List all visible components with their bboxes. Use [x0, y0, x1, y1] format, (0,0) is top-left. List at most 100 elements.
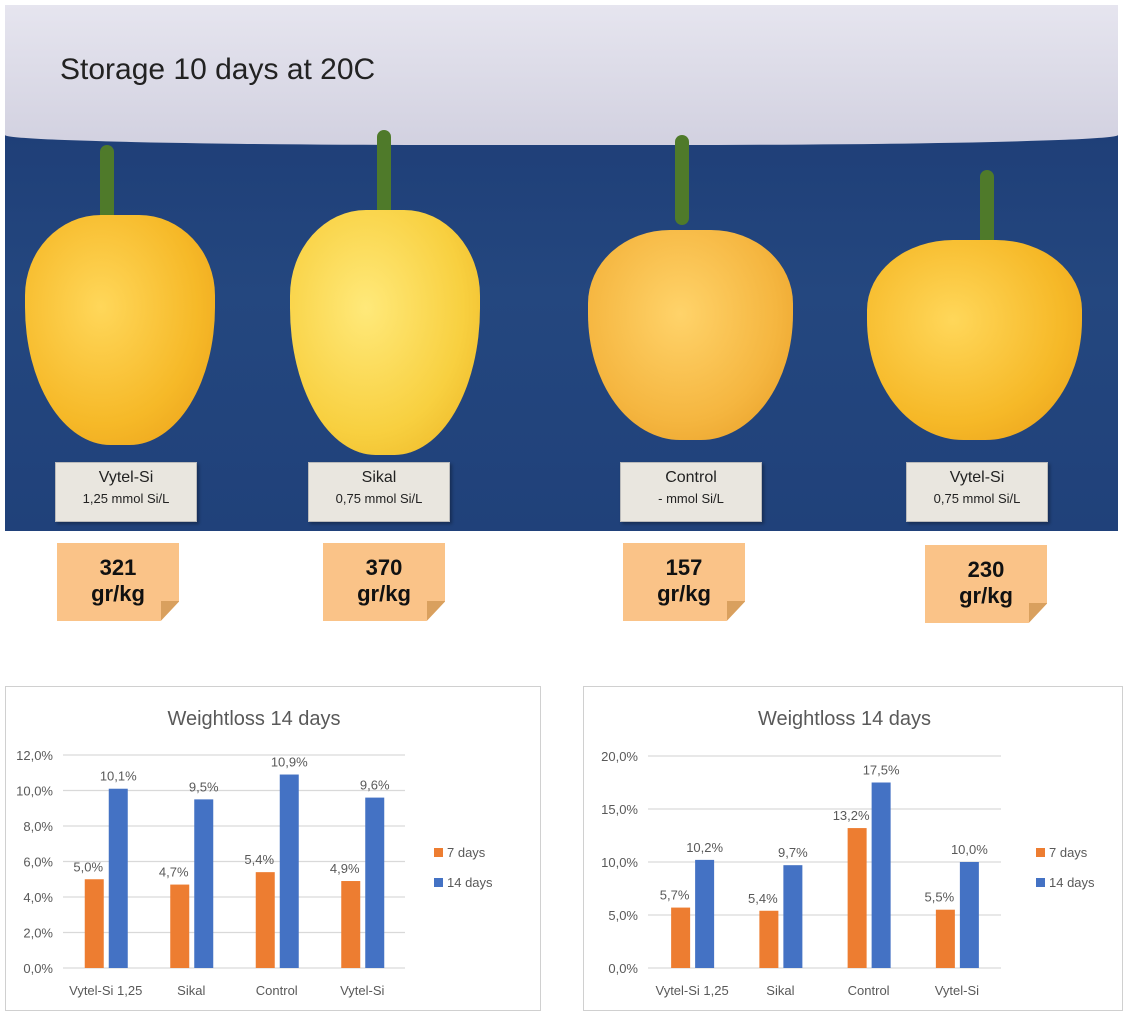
x-tick-label: Sikal: [766, 983, 794, 998]
data-label: 9,5%: [189, 779, 219, 794]
note-unit: gr/kg: [657, 581, 711, 606]
note-unit: gr/kg: [91, 581, 145, 606]
chart-2-svg: Weightloss 14 days 0,0% 5,0% 10,0% 15,0% 20,0…: [601, 708, 1095, 998]
y-tick-label: 2,0%: [23, 926, 53, 941]
bar-14-days: [108, 788, 128, 968]
chart-title: Weightloss 14 days: [758, 708, 931, 730]
paper-backdrop: [5, 5, 1118, 145]
chart-title: Weightloss 14 days: [167, 708, 340, 730]
sample-dose: - mmol Si/L: [658, 491, 724, 506]
photo-title: Storage 10 days at 20C: [60, 53, 376, 86]
value-note: 157 gr/kg: [623, 543, 745, 621]
data-label: 5,4%: [244, 852, 274, 867]
y-tick-label: 10,0%: [16, 784, 53, 799]
pepper-stem: [675, 135, 689, 225]
y-tick-label: 12,0%: [16, 748, 53, 763]
value-note: 370 gr/kg: [323, 543, 445, 621]
sample-name: Vytel-Si: [98, 469, 154, 486]
bar-7-days: [170, 884, 190, 968]
sample-name: Control: [665, 469, 717, 486]
pepper-3: [588, 230, 793, 440]
data-label: 13,2%: [833, 808, 870, 823]
legend-swatch: [434, 848, 443, 857]
data-label: 10,0%: [951, 842, 988, 857]
bar-7-days: [255, 872, 275, 968]
y-tick-label: 15,0%: [601, 802, 638, 817]
data-label: 5,4%: [748, 891, 778, 906]
sample-name: Vytel-Si: [949, 469, 1005, 486]
legend-swatch: [434, 878, 443, 887]
data-label: 4,7%: [159, 865, 189, 880]
bar-14-days: [959, 862, 979, 968]
sample-dose: 0,75 mmol Si/L: [335, 491, 423, 506]
x-tick-label: Vytel-Si 1,25: [656, 983, 729, 998]
chart-1-svg: Weightloss 14 days 0,0% 2,0% 4,0% 6,0% 8,0% 10…: [16, 708, 493, 998]
sample-label-card: Vytel-Si 1,25 mmol Si/L: [55, 462, 197, 522]
pepper-stem: [980, 170, 994, 250]
y-tick-label: 20,0%: [601, 749, 638, 764]
data-label: 4,9%: [330, 861, 360, 876]
pepper-1: [25, 215, 215, 445]
pepper-4: [867, 240, 1082, 440]
y-tick-label: 8,0%: [23, 819, 53, 834]
data-label: 10,2%: [686, 840, 723, 855]
data-label: 10,9%: [271, 755, 308, 770]
value-note: 321 gr/kg: [57, 543, 179, 621]
y-tick-label: 5,0%: [608, 908, 638, 923]
sample-name: Sikal: [361, 469, 397, 486]
bar-7-days: [671, 907, 691, 968]
bar-7-days: [341, 881, 361, 968]
chart-1: Weightloss 14 days 0,0% 2,0% 4,0% 6,0% 8,0% 10…: [5, 686, 541, 1011]
note-unit: gr/kg: [959, 583, 1013, 608]
y-tick-label: 4,0%: [23, 890, 53, 905]
bar-14-days: [871, 782, 891, 968]
legend-label: 7 days: [447, 845, 486, 860]
data-label: 9,6%: [360, 778, 390, 793]
bar-14-days: [783, 865, 803, 968]
sample-dose: 0,75 mmol Si/L: [933, 491, 1021, 506]
data-label: 5,5%: [925, 890, 955, 905]
legend-label: 14 days: [447, 875, 493, 890]
note-value: 157: [665, 555, 703, 580]
x-tick-label: Vytel-Si: [935, 983, 979, 998]
x-tick-label: Vytel-Si: [340, 983, 384, 998]
bar-7-days: [84, 879, 104, 968]
note-value: 321: [99, 555, 137, 580]
data-label: 17,5%: [863, 763, 900, 778]
bar-14-days: [695, 859, 715, 968]
bar-14-days: [365, 797, 385, 968]
pepper-photo: Storage 10 days at 20C: [5, 5, 1118, 531]
y-tick-label: 6,0%: [23, 855, 53, 870]
note-value: 370: [365, 555, 403, 580]
data-label: 10,1%: [100, 769, 137, 784]
bar-7-days: [847, 828, 867, 968]
data-label: 5,0%: [73, 859, 103, 874]
chart-2: Weightloss 14 days 0,0% 5,0% 10,0% 15,0% 20,0…: [583, 686, 1123, 1011]
y-tick-label: 0,0%: [23, 961, 53, 976]
pepper-stem: [377, 130, 391, 220]
sample-label-card: Vytel-Si 0,75 mmol Si/L: [906, 462, 1048, 522]
data-label: 5,7%: [660, 888, 690, 903]
x-tick-label: Sikal: [177, 983, 205, 998]
x-tick-label: Control: [848, 983, 890, 998]
x-tick-label: Control: [256, 983, 298, 998]
value-note: 230 gr/kg: [925, 545, 1047, 623]
y-tick-label: 10,0%: [601, 855, 638, 870]
note-unit: gr/kg: [357, 581, 411, 606]
legend-label: 14 days: [1049, 875, 1095, 890]
bar-14-days: [279, 774, 299, 968]
sample-label-card: Sikal 0,75 mmol Si/L: [308, 462, 450, 522]
data-label: 9,7%: [778, 845, 808, 860]
y-tick-label: 0,0%: [608, 961, 638, 976]
legend-label: 7 days: [1049, 845, 1088, 860]
note-value: 230: [967, 557, 1005, 582]
sample-label-card: Control - mmol Si/L: [620, 462, 762, 522]
pepper-2: [290, 210, 480, 455]
pepper-stem: [100, 145, 114, 235]
legend-swatch: [1036, 848, 1045, 857]
x-tick-label: Vytel-Si 1,25: [69, 983, 142, 998]
bar-7-days: [935, 909, 955, 968]
sample-dose: 1,25 mmol Si/L: [82, 491, 170, 506]
bar-14-days: [194, 799, 214, 968]
legend-swatch: [1036, 878, 1045, 887]
